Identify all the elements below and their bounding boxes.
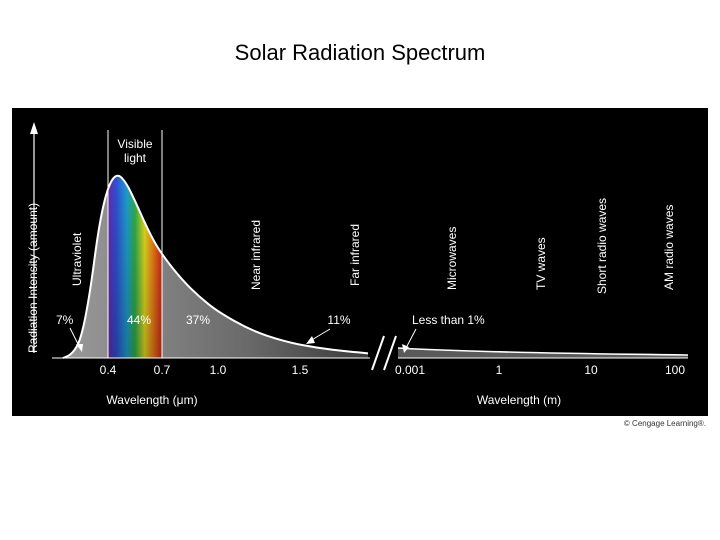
axis-break-mark-2 <box>383 335 397 371</box>
pointer-long-wave-head <box>402 344 409 353</box>
band-label-short-radio: Short radio waves <box>595 198 609 294</box>
band-label-am-radio: AM radio waves <box>662 205 676 290</box>
long-wave-tail-line <box>397 347 689 356</box>
tick-label-1-0: 1.0 <box>210 363 227 377</box>
page-title: Solar Radiation Spectrum <box>234 40 486 65</box>
visible-band-shade <box>108 175 162 358</box>
y-axis-label: Radiation Intensity (amount) <box>26 203 40 353</box>
band-label-far-infrared: Far infrared <box>348 224 362 286</box>
tick-label-1-5: 1.5 <box>292 363 309 377</box>
tick-label-0-7: 0.7 <box>154 363 171 377</box>
x-axis-label-left: Wavelength (μm) <box>106 393 197 407</box>
band-label-microwaves: Microwaves <box>445 227 459 290</box>
tick-label-100: 100 <box>665 363 685 377</box>
pointer-ultraviolet-head <box>76 344 83 352</box>
spectrum-figure: Radiation Intensity (amount) Visible lig… <box>12 108 708 416</box>
visible-light-label-2: light <box>124 151 147 165</box>
band-label-near-infrared: Near infrared <box>249 220 263 290</box>
band-label-tv-waves: TV waves <box>534 237 548 290</box>
tick-label-0-001: 0.001 <box>395 363 425 377</box>
percent-near-infrared: 37% <box>186 313 210 327</box>
visible-light-label-1: Visible <box>117 137 152 151</box>
band-label-ultraviolet: Ultraviolet <box>70 232 84 286</box>
tick-label-1: 1 <box>496 363 503 377</box>
copyright-credit: © Cengage Learning®. <box>623 419 706 428</box>
x-axis-label-right: Wavelength (m) <box>477 393 561 407</box>
percent-ultraviolet: 7% <box>56 313 74 327</box>
percent-far-infrared: 11% <box>327 313 350 327</box>
tick-label-10: 10 <box>584 363 598 377</box>
percent-visible: 44% <box>127 313 151 327</box>
y-axis-arrowhead <box>30 122 38 134</box>
tick-label-0-4: 0.4 <box>100 363 117 377</box>
pointer-long-wave <box>405 328 417 349</box>
axis-break-mark-1 <box>371 335 385 371</box>
left-axis-ticks: 0.4 0.7 1.0 1.5 <box>100 363 309 377</box>
pointer-far-infrared-head <box>306 336 315 344</box>
spectrum-chart: Radiation Intensity (amount) Visible lig… <box>26 122 689 407</box>
spectrum-curve-line <box>62 174 369 359</box>
spectrum-curve-group <box>62 174 369 359</box>
percent-long-wave: Less than 1% <box>412 313 485 327</box>
pointer-far-infrared <box>309 328 331 342</box>
